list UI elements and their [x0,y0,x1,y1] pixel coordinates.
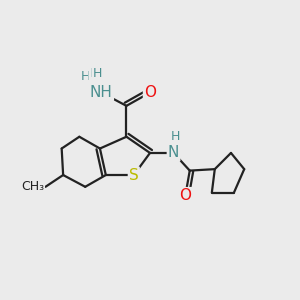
Text: H: H [92,67,102,80]
Text: N: N [96,85,107,100]
Text: N: N [168,146,179,160]
Text: NH: NH [90,85,113,100]
Text: S: S [129,167,139,182]
Text: CH₃: CH₃ [21,180,44,193]
Text: O: O [179,188,191,203]
Text: H: H [170,130,180,143]
Text: H: H [89,67,99,80]
Text: O: O [144,85,156,100]
Text: H: H [80,70,90,83]
